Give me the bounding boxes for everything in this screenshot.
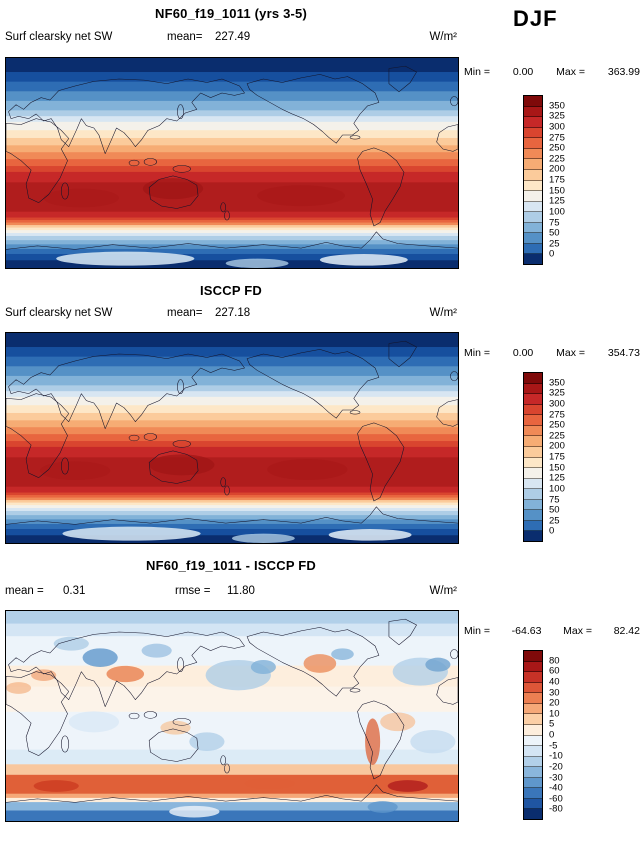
panel-subheader: mean = 0.31 rmse = 11.80 W/m² bbox=[5, 585, 457, 599]
variable-label: Surf clearsky net SW bbox=[5, 307, 113, 319]
min-value: 0.00 bbox=[512, 66, 534, 78]
units-label: W/m² bbox=[429, 307, 457, 319]
min-label: Min = bbox=[464, 625, 490, 637]
map-obs bbox=[5, 332, 459, 544]
minmax-row: Min = 0.00 Max = 354.73 bbox=[464, 347, 640, 359]
mean-value: 227.18 bbox=[215, 307, 251, 319]
max-label: Max = bbox=[563, 625, 593, 637]
min-label: Min = bbox=[464, 347, 490, 359]
max-label: Max = bbox=[556, 347, 586, 359]
variable-label: Surf clearsky net SW bbox=[5, 31, 113, 43]
minmax-row: Min = -64.63 Max = 82.42 bbox=[464, 625, 640, 637]
panel-subheader: Surf clearsky net SW mean= 227.49 W/m² bbox=[5, 31, 457, 45]
map-contour-svg bbox=[6, 333, 458, 543]
mean-label: mean = bbox=[5, 585, 44, 597]
mean-value: 0.31 bbox=[63, 585, 86, 597]
colorbar: 350 325 300 275 250 225 200 175 150 125 100 75 50 25 0 bbox=[523, 372, 583, 542]
rmse-value: 11.80 bbox=[227, 585, 255, 597]
panel-title: NF60_f19_1011 (yrs 3-5) bbox=[154, 6, 308, 21]
map-model bbox=[5, 57, 459, 269]
season-label: DJF bbox=[513, 6, 558, 31]
colorbar: 350 325 300 275 250 225 200 175 150 125 100 75 50 25 0 bbox=[523, 95, 583, 265]
map-difference bbox=[5, 610, 459, 822]
map-contour-svg bbox=[6, 611, 458, 821]
units-label: W/m² bbox=[429, 31, 457, 43]
max-value: 363.99 bbox=[607, 66, 640, 78]
min-label: Min = bbox=[464, 66, 490, 78]
mean-label: mean= bbox=[167, 307, 203, 319]
units-label: W/m² bbox=[429, 585, 457, 597]
max-label: Max = bbox=[556, 66, 586, 78]
min-value: 0.00 bbox=[512, 347, 534, 359]
map-contour-svg bbox=[6, 58, 458, 268]
min-value: -64.63 bbox=[511, 625, 542, 637]
max-value: 354.73 bbox=[607, 347, 640, 359]
panel-title: ISCCP FD bbox=[199, 283, 263, 298]
colorbar: 80 60 40 30 20 10 5 0 -5 -10 -20 -30 -40 -60 -80 bbox=[523, 650, 583, 820]
panel-subheader: Surf clearsky net SW mean= 227.18 W/m² bbox=[5, 307, 457, 321]
panel-title: NF60_f19_1011 - ISCCP FD bbox=[145, 558, 317, 573]
minmax-row: Min = 0.00 Max = 363.99 bbox=[464, 66, 640, 78]
max-value: 82.42 bbox=[613, 625, 640, 637]
mean-label: mean= bbox=[167, 31, 203, 43]
mean-value: 227.49 bbox=[215, 31, 251, 43]
rmse-label: rmse = bbox=[175, 585, 211, 597]
